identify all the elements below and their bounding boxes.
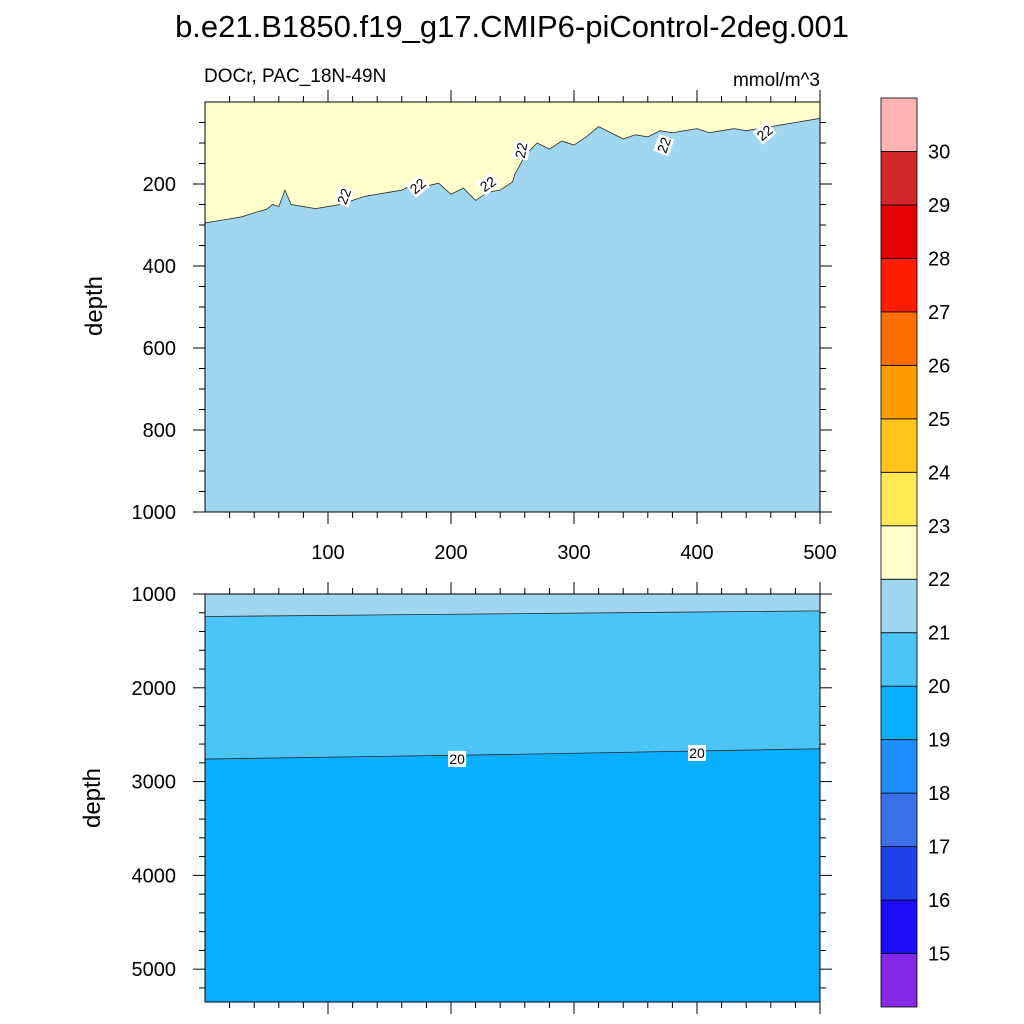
colorbar-swatch xyxy=(880,97,918,152)
colorbar-swatch xyxy=(880,685,918,741)
y-tick-label: 1000 xyxy=(132,502,177,524)
colorbar-label: 27 xyxy=(928,302,950,324)
colorbar-swatch xyxy=(880,792,918,847)
contour-label: 22 xyxy=(511,140,531,161)
units-label: mmol/m^3 xyxy=(733,70,820,91)
colorbar-swatch xyxy=(880,151,918,206)
contour-label-text: 20 xyxy=(689,745,705,761)
lower-y-axis-label: depth xyxy=(79,768,106,828)
x-tick-label: 200 xyxy=(434,542,467,564)
contour-label-box xyxy=(653,133,675,157)
colorbar-label: 25 xyxy=(928,409,950,431)
colorbar-label: 18 xyxy=(928,783,950,805)
contour-label: 22 xyxy=(475,172,500,196)
colorbar-swatch xyxy=(880,364,918,420)
colorbar-label: 26 xyxy=(928,355,950,377)
colorbar-label: 21 xyxy=(928,623,950,645)
fill-below-20 xyxy=(205,748,820,1002)
contour-label-box xyxy=(752,120,777,145)
contour-label-box xyxy=(688,744,706,761)
y-tick-label: 1000 xyxy=(132,584,177,606)
colorbar-label: 23 xyxy=(928,516,950,538)
colorbar-label: 24 xyxy=(928,462,950,484)
colorbar-swatch xyxy=(880,899,918,954)
contour-label: 20 xyxy=(688,744,706,761)
colorbar-label: 19 xyxy=(928,730,950,752)
figure-title: b.e21.B1850.f19_g17.CMIP6-piControl-2deg… xyxy=(175,9,849,44)
contour-label: 22 xyxy=(752,120,777,145)
y-tick-label: 600 xyxy=(143,338,176,360)
x-tick-label: 100 xyxy=(311,542,344,564)
upper-panel: 22 22 22 22 22 22 100 200 300 400 500 200 400 600 800 1… xyxy=(132,90,837,564)
contour-line-20 xyxy=(204,748,821,760)
contour-label-text: 22 xyxy=(654,135,674,155)
colorbar-swatch xyxy=(880,953,918,1008)
contour-label-box xyxy=(448,751,467,768)
colorbar-swatch xyxy=(880,418,918,473)
colorbar-label: 20 xyxy=(928,676,950,698)
y-tick-label: 5000 xyxy=(132,959,177,981)
contour-label-text: 22 xyxy=(512,141,530,159)
x-tick-label: 500 xyxy=(803,542,836,564)
colorbar-label: 29 xyxy=(928,195,950,217)
colorbar: 15 16 17 18 19 20 21 22 23 24 25 26 27 28 29 30 xyxy=(880,97,950,1008)
contour-label: 20 xyxy=(448,751,467,768)
colorbar-swatch xyxy=(880,578,918,634)
variable-label: DOCr, PAC_18N-49N xyxy=(204,66,386,87)
contour-label-text: 22 xyxy=(334,186,354,206)
colorbar-swatch xyxy=(880,846,918,901)
y-tick-label: 2000 xyxy=(132,678,177,700)
contour-label-text: 20 xyxy=(449,751,465,767)
colorbar-label: 15 xyxy=(928,944,950,966)
colorbar-swatch xyxy=(880,739,918,794)
colorbar-label: 28 xyxy=(928,248,950,270)
y-tick-label: 200 xyxy=(143,174,176,196)
y-tick-label: 800 xyxy=(143,420,176,442)
contour-label: 22 xyxy=(653,133,675,157)
plot-frame xyxy=(204,593,821,1003)
upper-y-axis-label: depth xyxy=(81,276,108,336)
fill-below-22 xyxy=(205,118,820,513)
colorbar-swatch xyxy=(880,204,918,259)
lower-panel: 20 20 1000 2000 3000 4000 5000 xyxy=(132,582,832,1014)
x-tick-label: 400 xyxy=(680,542,713,564)
contour-label: 22 xyxy=(405,174,430,198)
colorbar-swatch xyxy=(880,525,918,580)
colorbar-swatch xyxy=(880,258,918,313)
contour-label-box xyxy=(333,185,355,208)
colorbar-label: 16 xyxy=(928,890,950,912)
y-tick-label: 400 xyxy=(143,256,176,278)
contour-line-22 xyxy=(204,118,821,224)
colorbar-swatch xyxy=(880,471,918,527)
contour-label: 22 xyxy=(333,185,355,208)
colorbar-swatch xyxy=(880,632,918,687)
colorbar-label: 30 xyxy=(928,141,950,163)
contour-line-21 xyxy=(204,610,821,617)
x-tick-label: 300 xyxy=(557,542,590,564)
colorbar-swatch xyxy=(880,311,918,366)
contour-label-box xyxy=(475,172,500,196)
contour-label-box xyxy=(405,174,430,198)
contour-label-box xyxy=(511,140,531,161)
y-tick-label: 4000 xyxy=(132,865,177,887)
colorbar-label: 17 xyxy=(928,837,950,859)
y-tick-label: 3000 xyxy=(132,772,177,794)
colorbar-label: 22 xyxy=(928,569,950,591)
